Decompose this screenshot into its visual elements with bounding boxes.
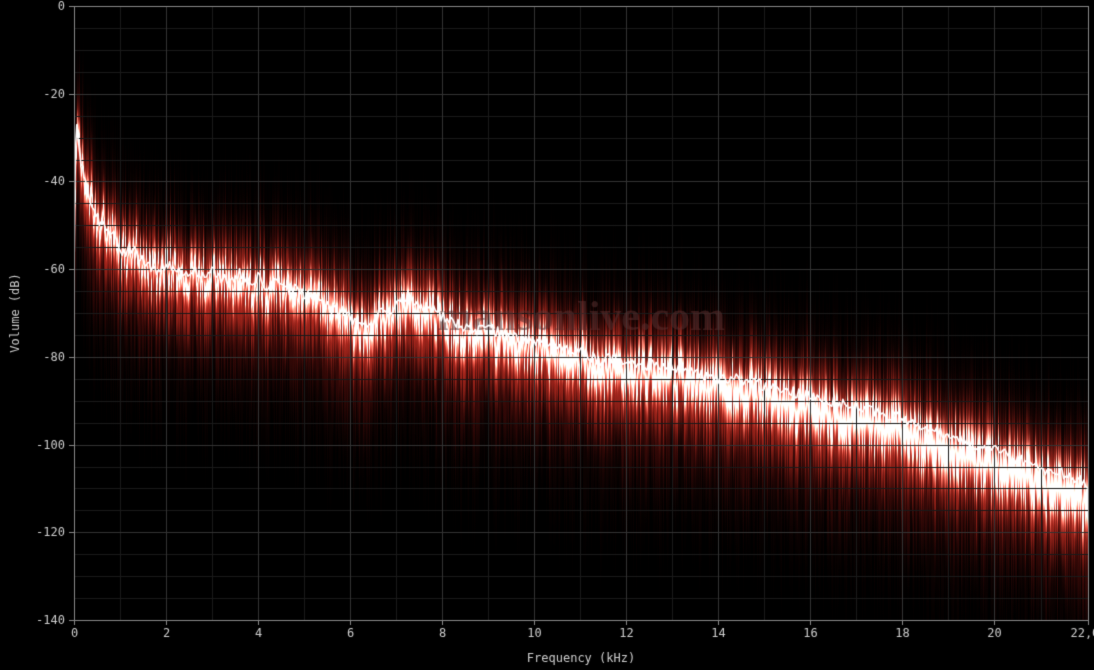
spectrum-chart [0, 0, 1094, 670]
